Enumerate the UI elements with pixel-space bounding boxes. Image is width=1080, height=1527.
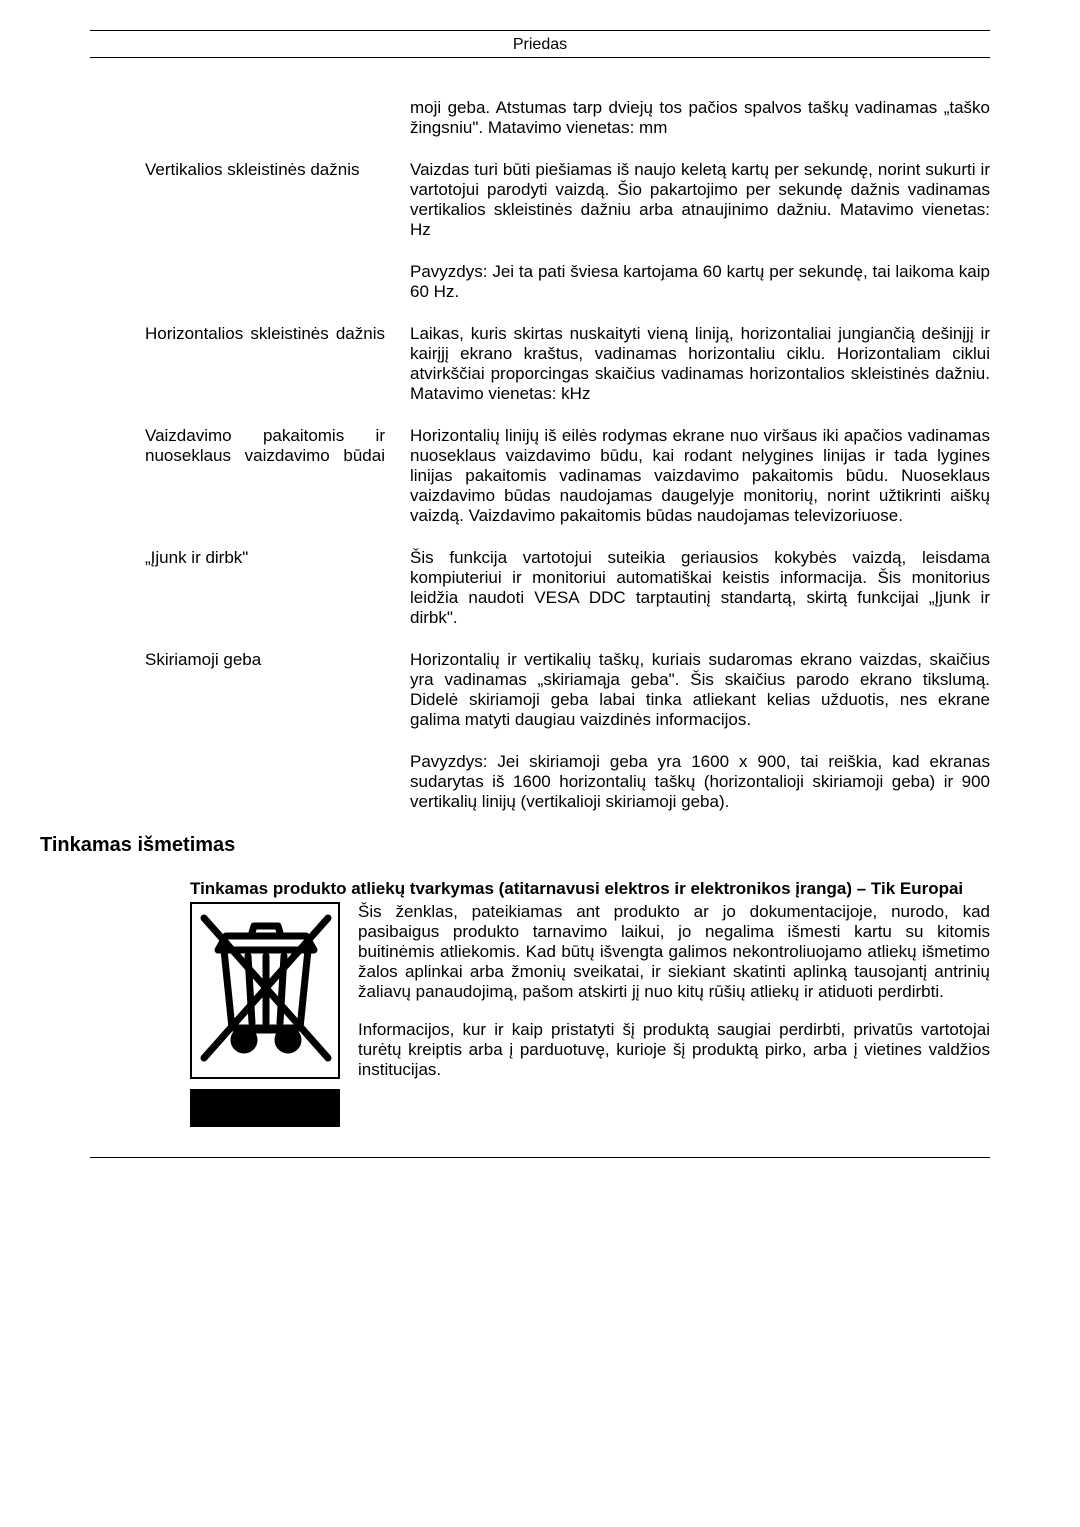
weee-bin-icon (190, 902, 340, 1079)
disposal-title: Tinkamas produkto atliekų tvarkymas (ati… (190, 879, 990, 899)
definition-text: Horizontalių linijų iš eilės rodymas ekr… (410, 426, 990, 526)
footer-divider (90, 1157, 990, 1158)
term: Horizontalios skleistinės dažnis (145, 324, 385, 404)
term: Vertikalios skleistinės dažnis (145, 160, 385, 240)
term (145, 98, 385, 138)
disposal-paragraph: Informacijos, kur ir kaip pristatyti šį … (358, 1020, 990, 1080)
definitions-section: moji geba. Atstumas tarp dviejų tos pači… (90, 98, 990, 812)
definition-row: Pavyzdys: Jei skiriamoji geba yra 1600 x… (145, 752, 990, 812)
page-header-text: Priedas (513, 36, 567, 53)
term: Skiriamoji geba (145, 650, 385, 730)
definition-row: Vertikalios skleistinės dažnis Vaizdas t… (145, 160, 990, 240)
term (145, 262, 385, 302)
definition-text: Šis funkcija vartotojui suteikia geriaus… (410, 548, 990, 628)
section-title: Tinkamas išmetimas (40, 834, 990, 857)
definition-row: moji geba. Atstumas tarp dviejų tos pači… (145, 98, 990, 138)
page-header: Priedas (90, 30, 990, 58)
disposal-paragraph: Šis ženklas, pateikiamas ant produkto ar… (358, 902, 990, 1002)
definition-text: Vaizdas turi būti piešiamas iš naujo kel… (410, 160, 990, 240)
definition-row: „Įjunk ir dirbk" Šis funkcija vartotojui… (145, 548, 990, 628)
definition-row: Pavyzdys: Jei ta pati šviesa kartojama 6… (145, 262, 990, 302)
definition-text: Laikas, kuris skirtas nuskaityti vieną l… (410, 324, 990, 404)
definition-text: moji geba. Atstumas tarp dviejų tos pači… (410, 98, 990, 138)
definition-text: Horizontalių ir vertikalių taškų, kuriai… (410, 650, 990, 730)
term: Vaizdavimo pakaitomis ir nuoseklaus vaiz… (145, 426, 385, 526)
term (145, 752, 385, 812)
disposal-text: Šis ženklas, pateikiamas ant produkto ar… (358, 902, 990, 1098)
definition-row: Skiriamoji geba Horizontalių ir vertikal… (145, 650, 990, 730)
definition-row: Vaizdavimo pakaitomis ir nuoseklaus vaiz… (145, 426, 990, 526)
term: „Įjunk ir dirbk" (145, 548, 385, 628)
disposal-icons (190, 902, 340, 1127)
black-bar-icon (190, 1089, 340, 1127)
disposal-block: Šis ženklas, pateikiamas ant produkto ar… (190, 902, 990, 1127)
definition-row: Horizontalios skleistinės dažnis Laikas,… (145, 324, 990, 404)
definition-text: Pavyzdys: Jei ta pati šviesa kartojama 6… (410, 262, 990, 302)
definition-text: Pavyzdys: Jei skiriamoji geba yra 1600 x… (410, 752, 990, 812)
